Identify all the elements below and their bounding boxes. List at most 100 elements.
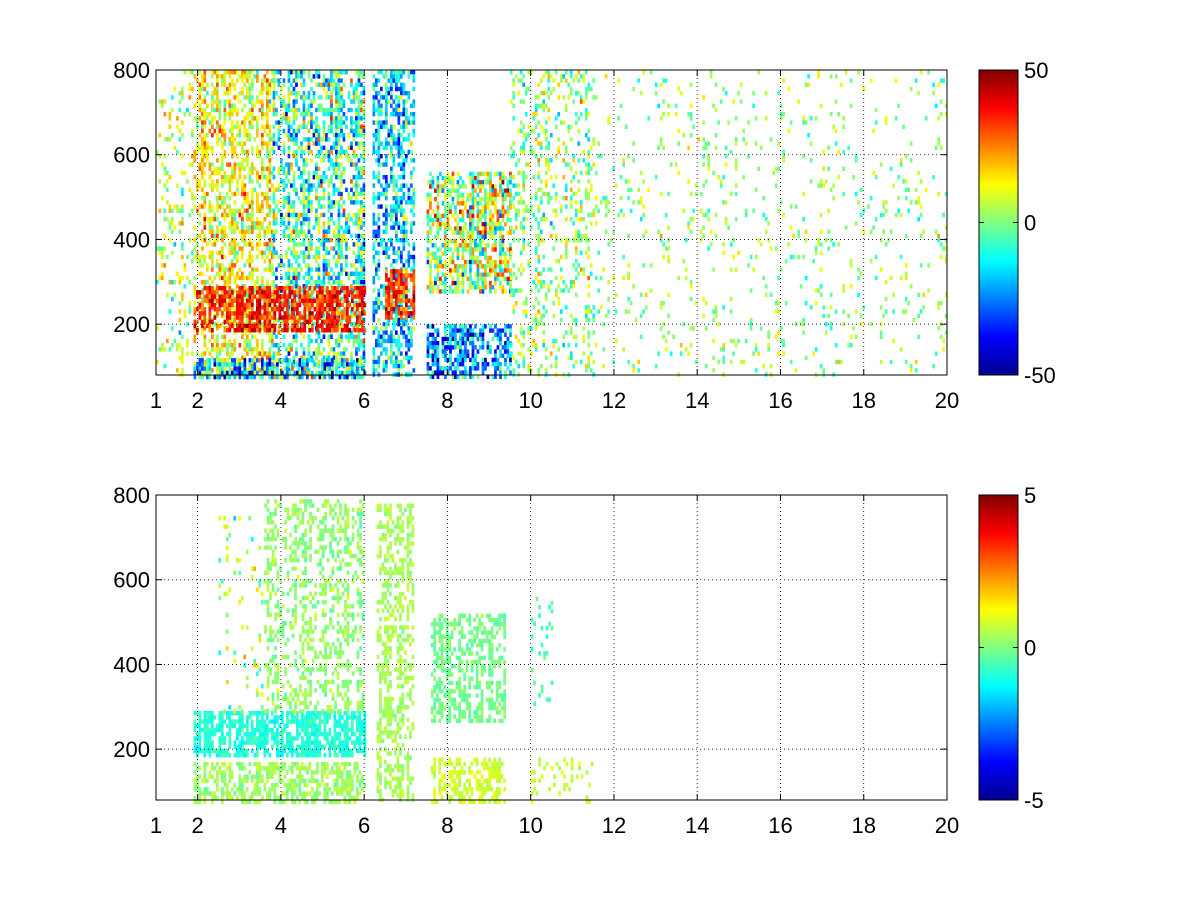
heatmap-cell — [444, 289, 447, 294]
heatmap-cell — [290, 133, 293, 138]
heatmap-cell — [342, 70, 346, 75]
heatmap-cell — [337, 82, 341, 87]
heatmap-cell — [228, 311, 232, 316]
heatmap-cell — [382, 322, 386, 327]
heatmap-cell — [312, 95, 316, 100]
heatmap-cell — [188, 86, 192, 92]
heatmap-cell — [327, 221, 331, 226]
heatmap-cell — [216, 355, 219, 360]
heatmap-cell — [307, 334, 311, 339]
heatmap-cell — [434, 188, 437, 193]
heatmap-cell — [181, 133, 184, 138]
heatmap-cell — [476, 234, 480, 240]
heatmap-cell — [337, 107, 341, 113]
heatmap-cell — [211, 133, 214, 138]
heatmap-cell — [256, 133, 259, 138]
heatmap-cell — [243, 175, 247, 180]
heatmap-cell — [338, 370, 342, 376]
heatmap-cell — [402, 306, 406, 312]
heatmap-cell — [280, 254, 283, 260]
heatmap-cell — [375, 91, 378, 96]
heatmap-cell — [355, 162, 358, 167]
heatmap-cell — [322, 288, 326, 293]
heatmap-cell — [302, 229, 306, 234]
heatmap-cell — [290, 280, 293, 285]
heatmap-cell — [312, 288, 316, 293]
heatmap-cell — [198, 358, 202, 363]
heatmap-cell — [226, 280, 229, 285]
heatmap-cell — [327, 191, 331, 197]
heatmap-cell — [405, 99, 408, 104]
heatmap-cell — [456, 328, 460, 333]
heatmap-cell — [213, 322, 217, 327]
heatmap-cell — [509, 243, 512, 248]
heatmap-cell — [203, 107, 207, 113]
heatmap-cell — [332, 254, 336, 260]
heatmap-cell — [320, 95, 323, 100]
heatmap-cell — [198, 103, 202, 108]
heatmap-cell — [328, 328, 332, 333]
heatmap-cell — [263, 290, 267, 295]
heatmap-cell — [231, 145, 234, 150]
heatmap-cell — [347, 91, 351, 96]
heatmap-cell — [346, 358, 349, 363]
heatmap-cell — [410, 277, 413, 282]
heatmap-cell — [191, 208, 194, 213]
heatmap-cell — [302, 334, 306, 339]
heatmap-cell — [317, 238, 321, 243]
heatmap-cell — [266, 302, 269, 308]
heatmap-cell — [168, 137, 172, 142]
heatmap-cell — [412, 242, 416, 247]
heatmap-cell — [377, 154, 381, 159]
heatmap-cell — [228, 298, 232, 303]
heatmap-cell — [410, 298, 413, 303]
heatmap-cell — [464, 324, 467, 329]
heatmap-cell — [168, 112, 172, 117]
heatmap-cell — [327, 124, 331, 129]
heatmap-cell — [330, 238, 333, 243]
heatmap-cell — [311, 374, 314, 380]
heatmap-cell — [471, 205, 475, 210]
heatmap-cell — [233, 208, 237, 213]
heatmap-cell — [253, 374, 257, 380]
heatmap-cell — [272, 233, 276, 239]
heatmap-cell — [178, 309, 182, 314]
heatmap-cell — [305, 179, 308, 184]
heatmap-cell — [272, 271, 276, 276]
heatmap-cell — [183, 70, 187, 75]
heatmap-cell — [307, 242, 311, 247]
heatmap-cell — [461, 234, 465, 240]
heatmap-cell — [198, 311, 202, 316]
heatmap-cell — [221, 141, 224, 146]
heatmap-cell — [331, 328, 334, 333]
heatmap-cell — [272, 196, 276, 201]
heatmap-cell — [481, 213, 485, 219]
heatmap-cell — [336, 290, 339, 295]
heatmap-cell — [496, 272, 500, 277]
heatmap-cell — [459, 184, 462, 189]
heatmap-cell — [158, 133, 162, 138]
heatmap-cell — [318, 315, 322, 320]
heatmap-cell — [317, 271, 321, 276]
heatmap-cell — [471, 188, 475, 193]
heatmap-cell — [342, 137, 346, 142]
heatmap-cell — [481, 285, 485, 290]
heatmap-cell — [253, 267, 257, 272]
heatmap-cell — [312, 183, 316, 188]
heatmap-cell — [444, 247, 447, 252]
heatmap-cell — [313, 307, 317, 312]
heatmap-cell — [429, 276, 432, 282]
heatmap-cell — [454, 243, 457, 248]
heatmap-cell — [268, 328, 272, 333]
heatmap-cell — [355, 217, 358, 222]
heatmap-cell — [203, 286, 207, 291]
heatmap-cell — [241, 86, 244, 92]
heatmap-cell — [390, 302, 393, 308]
heatmap-cell — [343, 358, 347, 363]
heatmap-cell — [322, 120, 326, 125]
heatmap-cell — [436, 209, 440, 214]
heatmap-cell — [481, 251, 485, 256]
heatmap-cell — [332, 271, 336, 276]
heatmap-cell — [395, 359, 398, 365]
heatmap-cell — [211, 99, 214, 104]
